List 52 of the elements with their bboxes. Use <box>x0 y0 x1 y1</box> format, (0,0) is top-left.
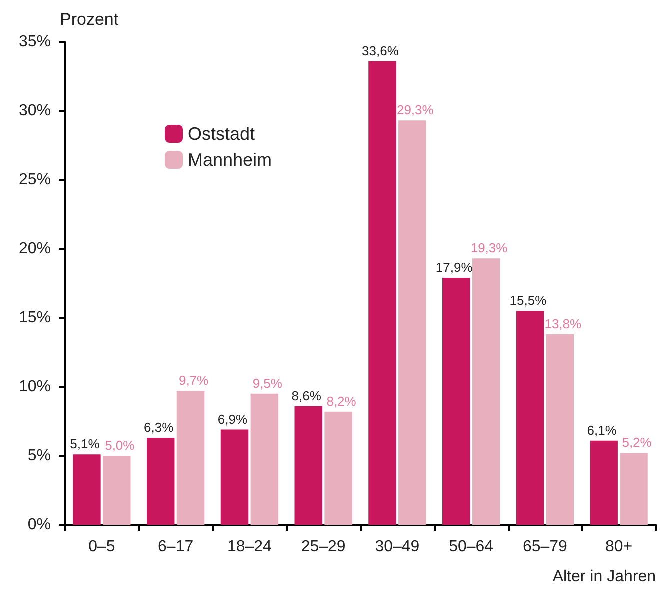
data-label: 33,6% <box>362 43 400 58</box>
y-tick-label: 5% <box>28 448 51 464</box>
bar <box>398 120 426 525</box>
bar <box>324 412 352 525</box>
x-axis-title: Alter in Jahren <box>552 568 656 586</box>
y-axis-title: Prozent <box>60 10 119 29</box>
bar <box>546 334 574 525</box>
data-label: 5,0% <box>105 438 136 453</box>
data-label: 5,2% <box>622 435 652 450</box>
bar <box>176 391 205 525</box>
x-tick-label: 30–49 <box>375 538 420 556</box>
x-tick-label: 25–29 <box>301 538 346 556</box>
y-tick-label: 20% <box>18 240 51 258</box>
x-tick-label: 18–24 <box>227 538 272 556</box>
x-tick-label: 6–17 <box>158 538 194 556</box>
bar <box>73 454 101 525</box>
y-tick-label: 25% <box>18 172 51 188</box>
data-label: 5,1% <box>70 436 100 452</box>
y-tick-label: 15% <box>18 310 51 326</box>
x-tick-label: 80+ <box>605 538 633 556</box>
y-tick-label: 35% <box>18 34 51 50</box>
y-tick-label: 30% <box>18 102 51 120</box>
bar <box>472 258 500 525</box>
data-label: 8,6% <box>292 388 322 404</box>
bar <box>368 61 396 525</box>
data-label: 29,3% <box>396 102 434 118</box>
data-label: 9,7% <box>178 373 210 388</box>
bar <box>147 438 175 525</box>
data-label: 9,5% <box>252 376 283 391</box>
data-label: 17,9% <box>436 260 474 275</box>
y-tick-label: 0% <box>28 516 51 534</box>
bar <box>442 278 470 525</box>
x-tick-label: 0–5 <box>88 538 116 556</box>
bar <box>220 430 249 525</box>
data-label: 6,3% <box>144 420 174 436</box>
bar <box>294 406 322 525</box>
data-label: 6,1% <box>587 422 618 438</box>
data-label: 13,8% <box>544 316 582 332</box>
data-label: 8,2% <box>326 394 357 409</box>
bar <box>516 311 544 525</box>
data-label: 19,3% <box>470 240 508 256</box>
bar <box>620 453 648 525</box>
x-tick-label: 65–79 <box>522 538 568 556</box>
bar <box>590 440 618 525</box>
data-label: 6,9% <box>218 412 248 427</box>
legend-label: Mannheim <box>188 150 272 170</box>
x-tick-label: 50–64 <box>449 538 494 556</box>
bar <box>103 456 131 525</box>
legend-label: Oststadt <box>188 124 256 144</box>
y-tick-label: 10% <box>18 378 51 396</box>
data-label: 15,5% <box>510 293 548 308</box>
bar <box>250 394 278 525</box>
